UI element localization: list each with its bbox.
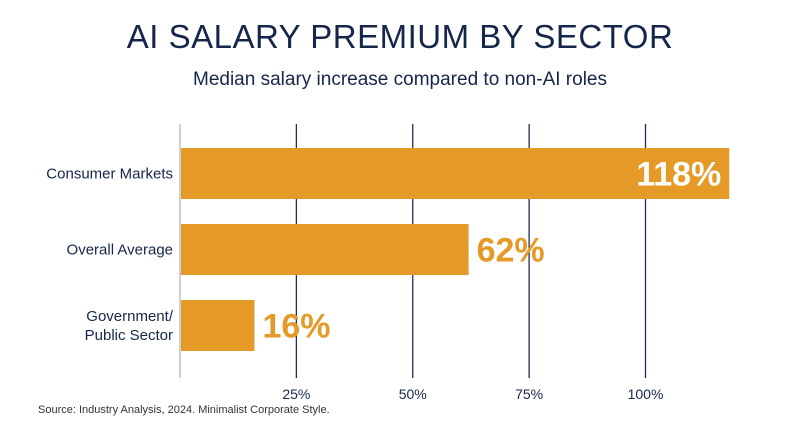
bar [180, 148, 730, 199]
value-label: 118% [636, 156, 721, 194]
value-label: 16% [262, 308, 330, 346]
chart-title: AI SALARY PREMIUM BY SECTOR [126, 18, 674, 55]
category-label: Overall Average [67, 242, 173, 259]
x-tick-label: 100% [628, 386, 664, 402]
bar-chart-svg: 25% 50% 75% 100% Consumer Markets 118% Overall… [46, 124, 730, 402]
bar [180, 300, 255, 351]
category-label: Government/Public Sector [85, 308, 174, 344]
chart-subtitle: Median salary increase compared to non-A… [193, 69, 607, 90]
value-label: 62% [477, 232, 545, 270]
bar-chart: 25% 50% 75% 100% Consumer Markets 118% Overall… [0, 110, 800, 410]
category-label: Consumer Markets [46, 166, 173, 183]
bar [180, 224, 469, 275]
x-tick-label: 50% [399, 386, 427, 402]
source-note: Source: Industry Analysis, 2024. Minimal… [38, 404, 330, 416]
x-tick-label: 25% [282, 386, 310, 402]
x-tick-label: 75% [515, 386, 543, 402]
